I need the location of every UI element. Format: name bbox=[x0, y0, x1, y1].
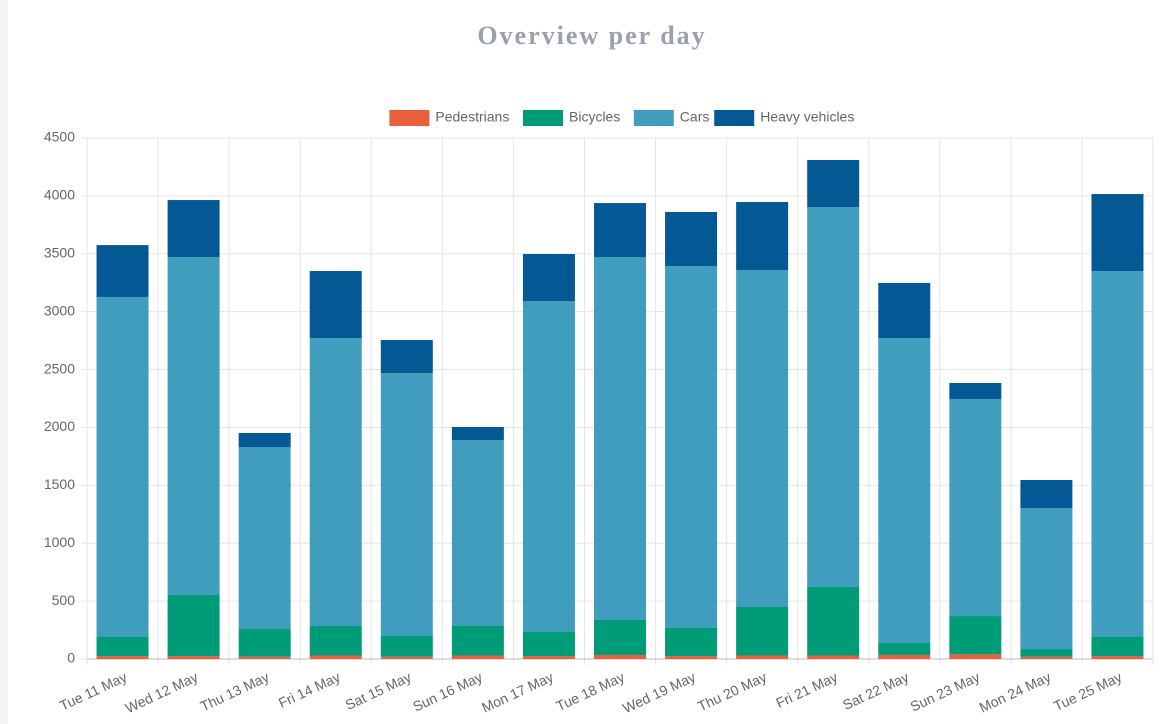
bar-segment bbox=[380, 373, 433, 636]
bar-segment bbox=[1091, 194, 1144, 272]
bar-segment bbox=[665, 627, 718, 657]
legend-label: Pedestrians bbox=[435, 109, 509, 125]
bar-segment bbox=[1020, 649, 1073, 657]
legend-label: Bicycles bbox=[569, 109, 620, 125]
bar-segment bbox=[451, 626, 504, 656]
page-edge bbox=[0, 0, 8, 724]
bar-segment bbox=[594, 257, 646, 620]
bar-segment bbox=[1020, 508, 1073, 650]
bar-segment bbox=[238, 656, 291, 659]
bar-segment bbox=[309, 338, 362, 627]
bar-segment bbox=[522, 301, 575, 633]
legend-swatch bbox=[714, 110, 755, 126]
bar-segment bbox=[522, 632, 575, 657]
bar-segment bbox=[167, 594, 220, 657]
bar-segment bbox=[451, 655, 504, 659]
bar-segment bbox=[380, 340, 433, 374]
legend-label: Cars bbox=[680, 109, 710, 125]
bar-segment bbox=[878, 643, 931, 655]
bar-segment bbox=[878, 282, 931, 339]
y-tick-label: 500 bbox=[52, 592, 76, 608]
bar-segment bbox=[949, 398, 1002, 617]
y-tick-label: 2500 bbox=[44, 360, 75, 376]
bar-segment bbox=[96, 245, 149, 297]
bar-segment bbox=[1020, 656, 1073, 659]
bar-segment bbox=[1020, 480, 1073, 509]
bar-segment bbox=[1091, 656, 1144, 659]
bar-segment bbox=[380, 635, 433, 657]
bar-segment bbox=[665, 656, 718, 659]
y-tick-label: 4500 bbox=[44, 129, 75, 145]
bar-segment bbox=[949, 654, 1002, 659]
y-tick-label: 1000 bbox=[44, 534, 75, 550]
bar-segment bbox=[665, 266, 718, 628]
legend-swatch bbox=[523, 110, 563, 126]
bar-segment bbox=[522, 254, 575, 302]
bar-segment bbox=[451, 440, 504, 627]
bar-segment bbox=[167, 257, 220, 595]
bar-segment bbox=[96, 296, 149, 638]
bar-segment bbox=[96, 637, 149, 657]
bar-segment bbox=[380, 656, 433, 659]
bar-segment bbox=[949, 382, 1002, 399]
bar-segment bbox=[736, 607, 789, 656]
bar-segment bbox=[665, 211, 718, 267]
bar-segment bbox=[594, 654, 646, 659]
y-tick-label: 0 bbox=[67, 650, 75, 666]
bar-segment bbox=[522, 656, 575, 659]
bar-segment bbox=[451, 426, 504, 441]
bar-segment bbox=[167, 200, 220, 258]
bar-segment bbox=[807, 159, 860, 208]
bar-segment bbox=[807, 586, 860, 656]
bar-segment bbox=[309, 655, 362, 659]
bar-segment bbox=[807, 655, 860, 659]
bar-segment bbox=[594, 619, 646, 655]
y-tick-label: 1500 bbox=[44, 476, 75, 492]
bar-segment bbox=[949, 616, 1002, 655]
bar-segment bbox=[238, 447, 291, 630]
y-tick-label: 4000 bbox=[44, 187, 75, 203]
bar-segment bbox=[736, 202, 789, 270]
bar-segment bbox=[309, 271, 362, 339]
bar-segment bbox=[1091, 271, 1144, 638]
bar-segment bbox=[878, 338, 931, 644]
chart-title: Overview per day bbox=[477, 21, 706, 50]
y-tick-label: 3000 bbox=[44, 302, 75, 318]
bar-segment bbox=[736, 655, 789, 659]
legend-label: Heavy vehicles bbox=[760, 109, 854, 125]
bar-segment bbox=[1091, 637, 1144, 657]
bar-segment bbox=[96, 656, 149, 659]
y-tick-label: 3500 bbox=[44, 244, 75, 260]
bar-segment bbox=[167, 656, 220, 659]
bar-segment bbox=[736, 269, 789, 608]
legend-swatch bbox=[633, 110, 674, 126]
bar-segment bbox=[878, 654, 931, 659]
bar-segment bbox=[309, 626, 362, 656]
bar-segment bbox=[238, 433, 291, 448]
y-tick-label: 2000 bbox=[44, 418, 75, 434]
bar-segment bbox=[807, 207, 860, 587]
bar-segment bbox=[594, 203, 646, 258]
legend-swatch bbox=[389, 110, 430, 126]
bar-segment bbox=[238, 629, 291, 657]
